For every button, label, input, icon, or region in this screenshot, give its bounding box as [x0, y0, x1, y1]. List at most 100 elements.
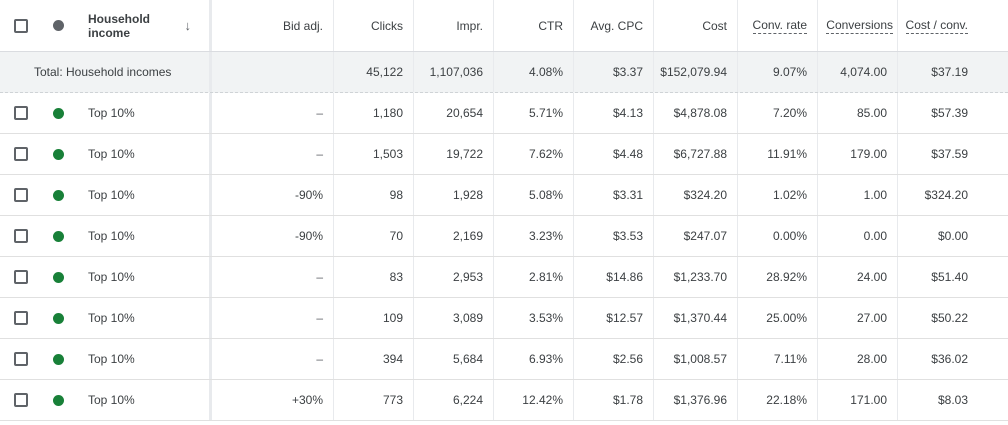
row-checkbox[interactable] — [14, 393, 28, 407]
row-avg-cpc: $4.48 — [574, 134, 654, 174]
row-ctr: 3.53% — [494, 298, 574, 338]
total-label: Total: Household incomes — [0, 52, 212, 92]
total-impr: 1,107,036 — [414, 52, 494, 92]
row-avg-cpc: $14.86 — [574, 257, 654, 297]
row-household-income: Top 10% — [88, 257, 212, 297]
row-select — [0, 298, 28, 338]
row-select — [0, 257, 28, 297]
row-bid-adj[interactable]: – — [212, 93, 334, 133]
status-enabled-dot-icon[interactable] — [52, 312, 64, 324]
status-enabled-dot-icon[interactable] — [52, 394, 64, 406]
status-enabled-dot-icon[interactable] — [52, 189, 64, 201]
header-cost[interactable]: Cost — [654, 0, 738, 51]
row-clicks: 394 — [334, 339, 414, 379]
row-impr: 2,953 — [414, 257, 494, 297]
row-cost-per-conv: $8.03 — [937, 393, 968, 407]
row-cost-per-conv: $36.02 — [931, 352, 968, 366]
row-clicks: 1,180 — [334, 93, 414, 133]
status-enabled-dot-icon[interactable] — [52, 148, 64, 160]
row-status — [28, 216, 88, 256]
header-name-line1: Household — [88, 11, 150, 26]
row-status — [28, 339, 88, 379]
row-conv-rate: 7.11% — [738, 339, 818, 379]
row-select — [0, 134, 28, 174]
row-conversions: 179.00 — [818, 134, 898, 174]
row-household-income: Top 10% — [88, 134, 212, 174]
row-impr: 1,928 — [414, 175, 494, 215]
row-cost: $6,727.88 — [654, 134, 738, 174]
row-checkbox[interactable] — [14, 270, 28, 284]
row-bid-adj[interactable]: -90% — [212, 216, 334, 256]
row-ctr: 2.81% — [494, 257, 574, 297]
row-conv-rate: 25.00% — [738, 298, 818, 338]
row-checkbox[interactable] — [14, 106, 28, 120]
row-conversions: 171.00 — [818, 380, 898, 420]
row-impr: 6,224 — [414, 380, 494, 420]
row-cost-per-conv: $50.22 — [931, 311, 968, 325]
total-cost-per-conv: $37.19 — [931, 65, 968, 79]
header-conv-rate[interactable]: Conv. rate — [738, 0, 818, 51]
header-ctr[interactable]: CTR — [494, 0, 574, 51]
row-checkbox[interactable] — [14, 311, 28, 325]
row-clicks: 1,503 — [334, 134, 414, 174]
row-checkbox[interactable] — [14, 352, 28, 366]
total-bid-adj — [212, 52, 334, 92]
row-conv-rate: 7.20% — [738, 93, 818, 133]
header-impr[interactable]: Impr. — [414, 0, 494, 51]
row-bid-adj[interactable]: – — [212, 339, 334, 379]
row-select — [0, 339, 28, 379]
arrow-down-icon[interactable]: ↓ — [184, 17, 192, 33]
status-enabled-dot-icon[interactable] — [52, 230, 64, 242]
row-bid-adj[interactable]: -90% — [212, 175, 334, 215]
row-avg-cpc: $2.56 — [574, 339, 654, 379]
header-avg-cpc[interactable]: Avg. CPC — [574, 0, 654, 51]
row-conversions: 28.00 — [818, 339, 898, 379]
row-conversions: 27.00 — [818, 298, 898, 338]
row-bid-adj[interactable]: – — [212, 134, 334, 174]
row-clicks: 773 — [334, 380, 414, 420]
row-conversions: 85.00 — [818, 93, 898, 133]
row-select — [0, 93, 28, 133]
row-impr: 19,722 — [414, 134, 494, 174]
row-ctr: 5.71% — [494, 93, 574, 133]
row-impr: 20,654 — [414, 93, 494, 133]
row-avg-cpc: $12.57 — [574, 298, 654, 338]
row-cost: $1,370.44 — [654, 298, 738, 338]
row-bid-adj[interactable]: – — [212, 257, 334, 297]
row-avg-cpc: $3.31 — [574, 175, 654, 215]
row-select — [0, 175, 28, 215]
header-conversions[interactable]: Conversions — [818, 0, 898, 51]
row-impr: 5,684 — [414, 339, 494, 379]
select-all-checkbox[interactable] — [14, 18, 28, 33]
row-bid-adj[interactable]: – — [212, 298, 334, 338]
row-cost: $4,878.08 — [654, 93, 738, 133]
status-enabled-dot-icon[interactable] — [52, 271, 64, 283]
row-bid-adj[interactable]: +30% — [212, 380, 334, 420]
row-ctr: 12.42% — [494, 380, 574, 420]
row-household-income: Top 10% — [88, 216, 212, 256]
table-header: Household income ↓ Bid adj. Clicks Impr.… — [0, 0, 1008, 52]
row-checkbox[interactable] — [14, 188, 28, 202]
header-cost-per-conv[interactable]: Cost / conv. — [905, 17, 968, 34]
row-conv-rate: 1.02% — [738, 175, 818, 215]
row-ctr: 7.62% — [494, 134, 574, 174]
table-row: Top 10% +30% 773 6,224 12.42% $1.78 $1,3… — [0, 380, 1008, 421]
total-avg-cpc: $3.37 — [574, 52, 654, 92]
row-household-income: Top 10% — [88, 175, 212, 215]
table-row: Top 10% -90% 98 1,928 5.08% $3.31 $324.2… — [0, 175, 1008, 216]
status-enabled-dot-icon[interactable] — [52, 107, 64, 119]
header-household-income[interactable]: Household income ↓ — [88, 0, 212, 51]
row-ctr: 3.23% — [494, 216, 574, 256]
row-cost: $1,233.70 — [654, 257, 738, 297]
row-cost: $324.20 — [654, 175, 738, 215]
status-enabled-dot-icon[interactable] — [52, 353, 64, 365]
row-checkbox[interactable] — [14, 147, 28, 161]
table-row: Top 10% – 1,180 20,654 5.71% $4.13 $4,87… — [0, 93, 1008, 134]
header-name-line2: income — [88, 25, 131, 40]
header-clicks[interactable]: Clicks — [334, 0, 414, 51]
row-cost-per-conv: $324.20 — [924, 188, 968, 202]
header-bid-adj[interactable]: Bid adj. — [212, 0, 334, 51]
status-header-dot-icon[interactable] — [52, 20, 64, 31]
row-checkbox[interactable] — [14, 229, 28, 243]
